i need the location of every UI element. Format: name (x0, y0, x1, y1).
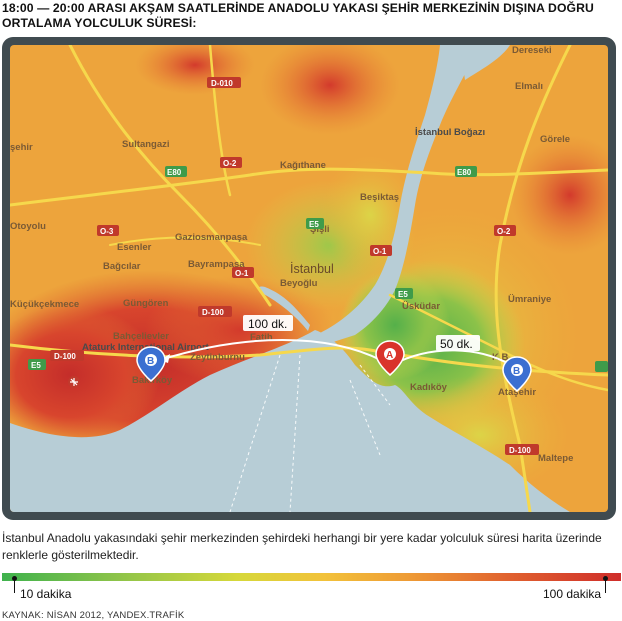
place-kucukcekmece: Küçükçekmece (10, 299, 79, 310)
place-umraniye: Ümraniye (508, 294, 551, 305)
place-atasehir: Ataşehir (498, 387, 536, 398)
place-sisli: Şişli (310, 224, 330, 235)
svg-text:D-100: D-100 (202, 308, 224, 317)
map-caption: İstanbul Anadolu yakasındaki şehir merke… (2, 531, 602, 562)
svg-text:O-2: O-2 (223, 159, 237, 168)
data-source: KAYNAK: NİSAN 2012, YANDEX.TRAFİK (2, 610, 185, 621)
road-badge-d100-mid: D-100 (198, 306, 232, 317)
place-gungoren: Güngören (123, 298, 169, 309)
place-istanbul: İstanbul (290, 262, 334, 276)
place-beyoglu: Beyoğlu (280, 278, 318, 289)
place-dereseki: Dereseki (512, 45, 552, 56)
route-west-arc (159, 339, 391, 366)
bosphorus (320, 45, 480, 343)
place-maltepe: Maltepe (538, 453, 573, 464)
place-bagcilar: Bağcılar (103, 261, 141, 272)
road-badge-e80-east: E80 (455, 166, 477, 177)
road-badge-o2-west: O-2 (220, 157, 242, 168)
road-badges: D-010 O-2 E80 E80 O-3 O-2 O-1 E5 O-1 E5 … (28, 77, 608, 455)
map-title-line-1: 18:00 — 20:00 ARASI AKŞAM SAATLERİNDE AN… (2, 1, 594, 15)
place-uskudar: Üsküdar (402, 301, 440, 312)
travel-time-map[interactable]: Dereseki Elmalı İstanbul Boğazı Görele S… (10, 45, 608, 512)
svg-text:O-2: O-2 (497, 227, 511, 236)
legend-max-tick (603, 576, 608, 593)
svg-text:D-010: D-010 (211, 79, 233, 88)
place-elmali: Elmalı (515, 81, 543, 92)
place-gaziosmanpasa: Gaziosmanpaşa (175, 232, 248, 243)
road-badge-e5-north: E5 (306, 218, 324, 229)
place-istanbul-bogazi: İstanbul Boğazı (415, 127, 485, 138)
road-badge-o3: O-3 (97, 225, 119, 236)
svg-text:A: A (386, 350, 393, 361)
airplane-icon (68, 376, 80, 388)
road-badge-d010: D-010 (207, 77, 241, 88)
road-badge-e80-west: E80 (165, 166, 187, 177)
svg-text:O-3: O-3 (100, 227, 114, 236)
svg-text:50 dk.: 50 dk. (440, 337, 473, 351)
svg-text:E5: E5 (31, 361, 41, 370)
map-title: 18:00 — 20:00 ARASI AKŞAM SAATLERİNDE AN… (2, 1, 602, 31)
place-zeytinburnu: Zeytinburnu (190, 352, 245, 363)
place-sehir: şehir (10, 142, 33, 153)
destination-marker-b-east[interactable]: B (502, 356, 532, 392)
place-esenler: Esenler (117, 242, 152, 253)
svg-text:E5: E5 (398, 290, 408, 299)
destination-marker-b-west[interactable]: B (136, 346, 166, 382)
road-badge-d100-east: D-100 (505, 444, 539, 455)
legend-max-label: 100 dakika (543, 587, 602, 601)
road-badge-e5-west: E5 (28, 359, 46, 370)
svg-text:B: B (513, 366, 520, 377)
legend-min-label: 10 dakika (20, 587, 72, 601)
svg-text:E80: E80 (457, 168, 472, 177)
road-badge-o1-east: O-1 (370, 245, 392, 256)
svg-text:100 dk.: 100 dk. (248, 317, 287, 331)
place-kb: K.B (492, 352, 509, 363)
route-label-west: 100 dk. (243, 315, 293, 331)
legend-min-tick (12, 576, 17, 593)
svg-text:D-100: D-100 (509, 446, 531, 455)
svg-text:E80: E80 (167, 168, 182, 177)
svg-text:O-1: O-1 (235, 269, 249, 278)
road-badge-o1-west: O-1 (232, 267, 254, 278)
place-kadikoy: Kadıköy (410, 382, 448, 393)
road-badge-d100-west: D-100 (50, 350, 84, 361)
svg-text:O-1: O-1 (373, 247, 387, 256)
place-bayrampasa: Bayrampaşa (188, 259, 245, 270)
place-fatih: Fatih (250, 332, 273, 343)
travel-time-legend-bar (2, 573, 621, 581)
place-otoyolu: Otoyolu (10, 221, 46, 232)
sea-of-marmara (10, 330, 570, 512)
svg-text:B: B (147, 356, 154, 367)
road-badge-o2-east: O-2 (494, 225, 516, 236)
map-title-line-2: ORTALAMA YOLCULUK SÜRESİ: (2, 16, 197, 30)
place-bahcelievler: Bahçelievler (113, 331, 169, 342)
road-badge-e80-far-east (595, 361, 608, 372)
golden-horn (258, 286, 310, 331)
place-kagithane: Kağıthane (280, 160, 326, 171)
svg-text:E5: E5 (309, 220, 319, 229)
place-gorele: Görele (540, 134, 570, 145)
route-label-east: 50 dk. (436, 335, 480, 351)
origin-marker-a[interactable]: A (375, 340, 405, 376)
place-sultangazi: Sultangazi (122, 139, 170, 150)
road-badge-e5-east: E5 (395, 288, 413, 299)
svg-text:D-100: D-100 (54, 352, 76, 361)
place-besiktas: Beşiktaş (360, 192, 399, 203)
